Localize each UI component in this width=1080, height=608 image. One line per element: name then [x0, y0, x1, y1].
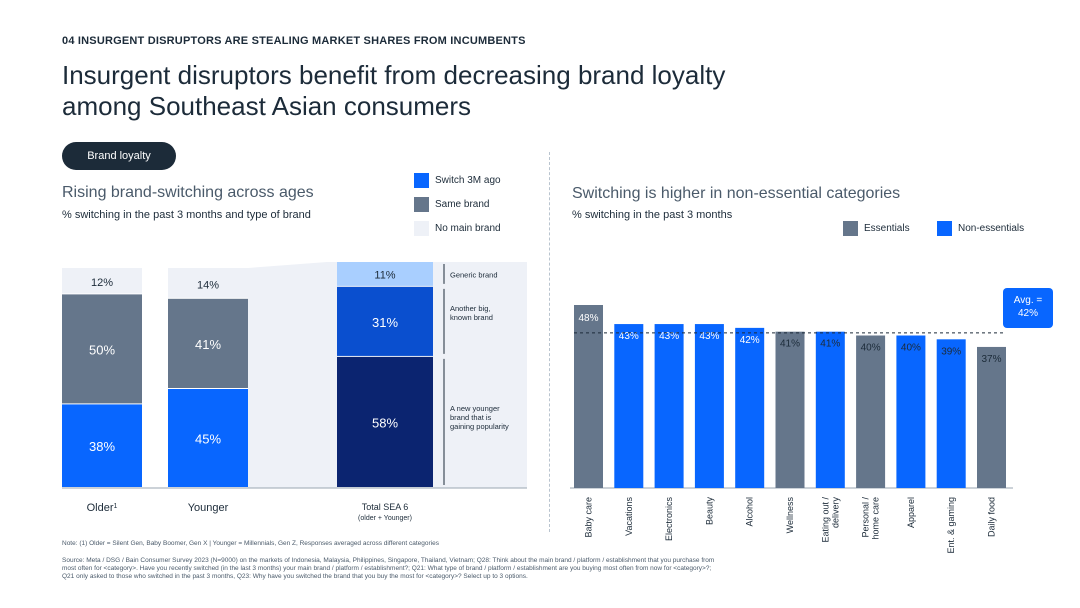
- total-bar-segment: [337, 262, 433, 286]
- bar-segment-label: 45%: [195, 432, 221, 447]
- total-bar-segment: [337, 356, 433, 487]
- category-bar-label: 48%: [578, 313, 598, 324]
- category-axis-label: Personal /: [861, 497, 871, 538]
- title-line-1: Insurgent disruptors benefit from decrea…: [62, 60, 726, 90]
- category-bar-label: 37%: [981, 354, 1001, 365]
- category-axis-label: Vacations: [624, 497, 634, 536]
- page-title: Insurgent disruptors benefit from decrea…: [62, 60, 862, 122]
- bar-segment: [62, 404, 142, 487]
- bar-segment-label: 38%: [89, 439, 115, 454]
- category-bar-label: 39%: [941, 346, 961, 357]
- category-bar-label: 40%: [901, 343, 921, 354]
- brand-loyalty-pill: Brand loyalty: [62, 142, 176, 170]
- bar-segment: [168, 268, 248, 298]
- left-chart: 38% 50% 12% Older1 45% 41% 14% Younger 58% A new …: [62, 262, 527, 522]
- legend-same-swatch: [414, 197, 429, 212]
- category-bar: [896, 335, 926, 488]
- average-label: Avg. =: [1013, 295, 1043, 306]
- category-bar: [856, 335, 886, 488]
- bar-segment-label: 12%: [91, 277, 113, 289]
- category-bar-label: 43%: [699, 331, 719, 342]
- legend-nonessentials-swatch: [937, 221, 952, 236]
- category-axis-label: Electronics: [664, 497, 674, 542]
- bar-segment: [62, 294, 142, 404]
- bar-segment-label: 14%: [197, 279, 219, 291]
- category-bar-label: 40%: [861, 343, 881, 354]
- average-callout: Avg. = 42%: [1003, 288, 1053, 328]
- legend-nonessentials-label: Non-essentials: [958, 223, 1025, 234]
- source-note: Source: Meta / DSG / Bain Consumer Surve…: [62, 557, 802, 581]
- average-value: 42%: [1017, 308, 1038, 319]
- section-label: 04 INSURGENT DISRUPTORS ARE STEALING MAR…: [62, 35, 526, 47]
- annotation-label: brand that is: [450, 413, 492, 422]
- category-axis-label: Apparel: [906, 497, 916, 528]
- source-line-2: most often for <category>. Have you rece…: [62, 565, 712, 572]
- legend-switch-swatch: [414, 173, 429, 188]
- bar-segment-label: 50%: [89, 342, 115, 357]
- total-bar-label: 58%: [372, 415, 398, 430]
- category-bar: [815, 331, 845, 488]
- category-axis-label: home care: [871, 497, 881, 540]
- category-bar: [574, 305, 603, 488]
- category-label: Older1: [87, 502, 118, 514]
- category-bar: [694, 324, 724, 488]
- category-bar-label: 43%: [659, 331, 679, 342]
- total-bar-label: 31%: [372, 315, 398, 330]
- category-bar-label: 43%: [619, 331, 639, 342]
- category-bar: [775, 331, 805, 488]
- category-bar: [735, 327, 765, 488]
- total-category-sub: (older + Younger): [358, 515, 412, 522]
- left-chart-subtitle: % switching in the past 3 months and typ…: [62, 209, 311, 221]
- legend-switch-label: Switch 3M ago: [435, 175, 501, 186]
- total-category-label: Total SEA 6: [362, 502, 409, 512]
- category-bar: [614, 324, 644, 488]
- total-bar-label: 11%: [374, 269, 395, 281]
- annotation-label: Another big,: [450, 304, 490, 313]
- category-axis-label: Beauty: [704, 497, 714, 526]
- right-chart: 48% Baby care 43% Vacations 43% Electronics 43…: [570, 305, 1013, 554]
- category-axis-label: delivery: [830, 497, 840, 529]
- zoom-connector: [248, 262, 327, 488]
- category-bar: [654, 324, 684, 488]
- source-line-1: Source: Meta / DSG / Bain Consumer Surve…: [62, 557, 715, 564]
- annotation-label: Generic brand: [450, 270, 498, 279]
- category-bar: [936, 339, 966, 488]
- category-label: Younger: [188, 502, 229, 514]
- chart-divider: [549, 152, 550, 532]
- right-chart-subtitle: % switching in the past 3 months: [572, 209, 733, 221]
- annotation-label: A new younger: [450, 404, 500, 413]
- category-bar-label: 41%: [820, 339, 840, 350]
- category-axis-label: Eating out /: [820, 497, 830, 543]
- source-line-3: Q21 only asked to those who switched in …: [62, 573, 528, 580]
- legend-none-swatch: [414, 221, 429, 236]
- category-axis-label: Daily food: [987, 497, 997, 537]
- bar-segment: [62, 268, 142, 294]
- category-axis-label: Ent. & gaming: [946, 497, 956, 554]
- bar-segment-label: 41%: [195, 337, 221, 352]
- annotation-label: gaining popularity: [450, 422, 509, 431]
- category-axis-label: Alcohol: [745, 497, 755, 527]
- annotation-label: known brand: [450, 313, 493, 322]
- left-chart-title: Rising brand-switching across ages: [62, 184, 314, 201]
- category-bar-label: 42%: [740, 335, 760, 346]
- bar-segment: [168, 298, 248, 388]
- legend-none-label: No main brand: [435, 223, 501, 234]
- category-axis-label: Wellness: [785, 497, 795, 534]
- title-line-2: among Southeast Asian consumers: [62, 91, 472, 121]
- legend-same-label: Same brand: [435, 199, 490, 210]
- total-bar-segment: [337, 286, 433, 356]
- bar-segment: [168, 389, 248, 487]
- category-bar-label: 41%: [780, 339, 800, 350]
- footnote: Note: (1) Older = Silent Gen, Baby Boome…: [62, 540, 439, 547]
- legend-essentials-swatch: [843, 221, 858, 236]
- right-chart-title: Switching is higher in non-essential cat…: [572, 185, 901, 202]
- legend-essentials-label: Essentials: [864, 223, 910, 234]
- category-axis-label: Baby care: [584, 497, 594, 538]
- category-bar: [977, 346, 1006, 488]
